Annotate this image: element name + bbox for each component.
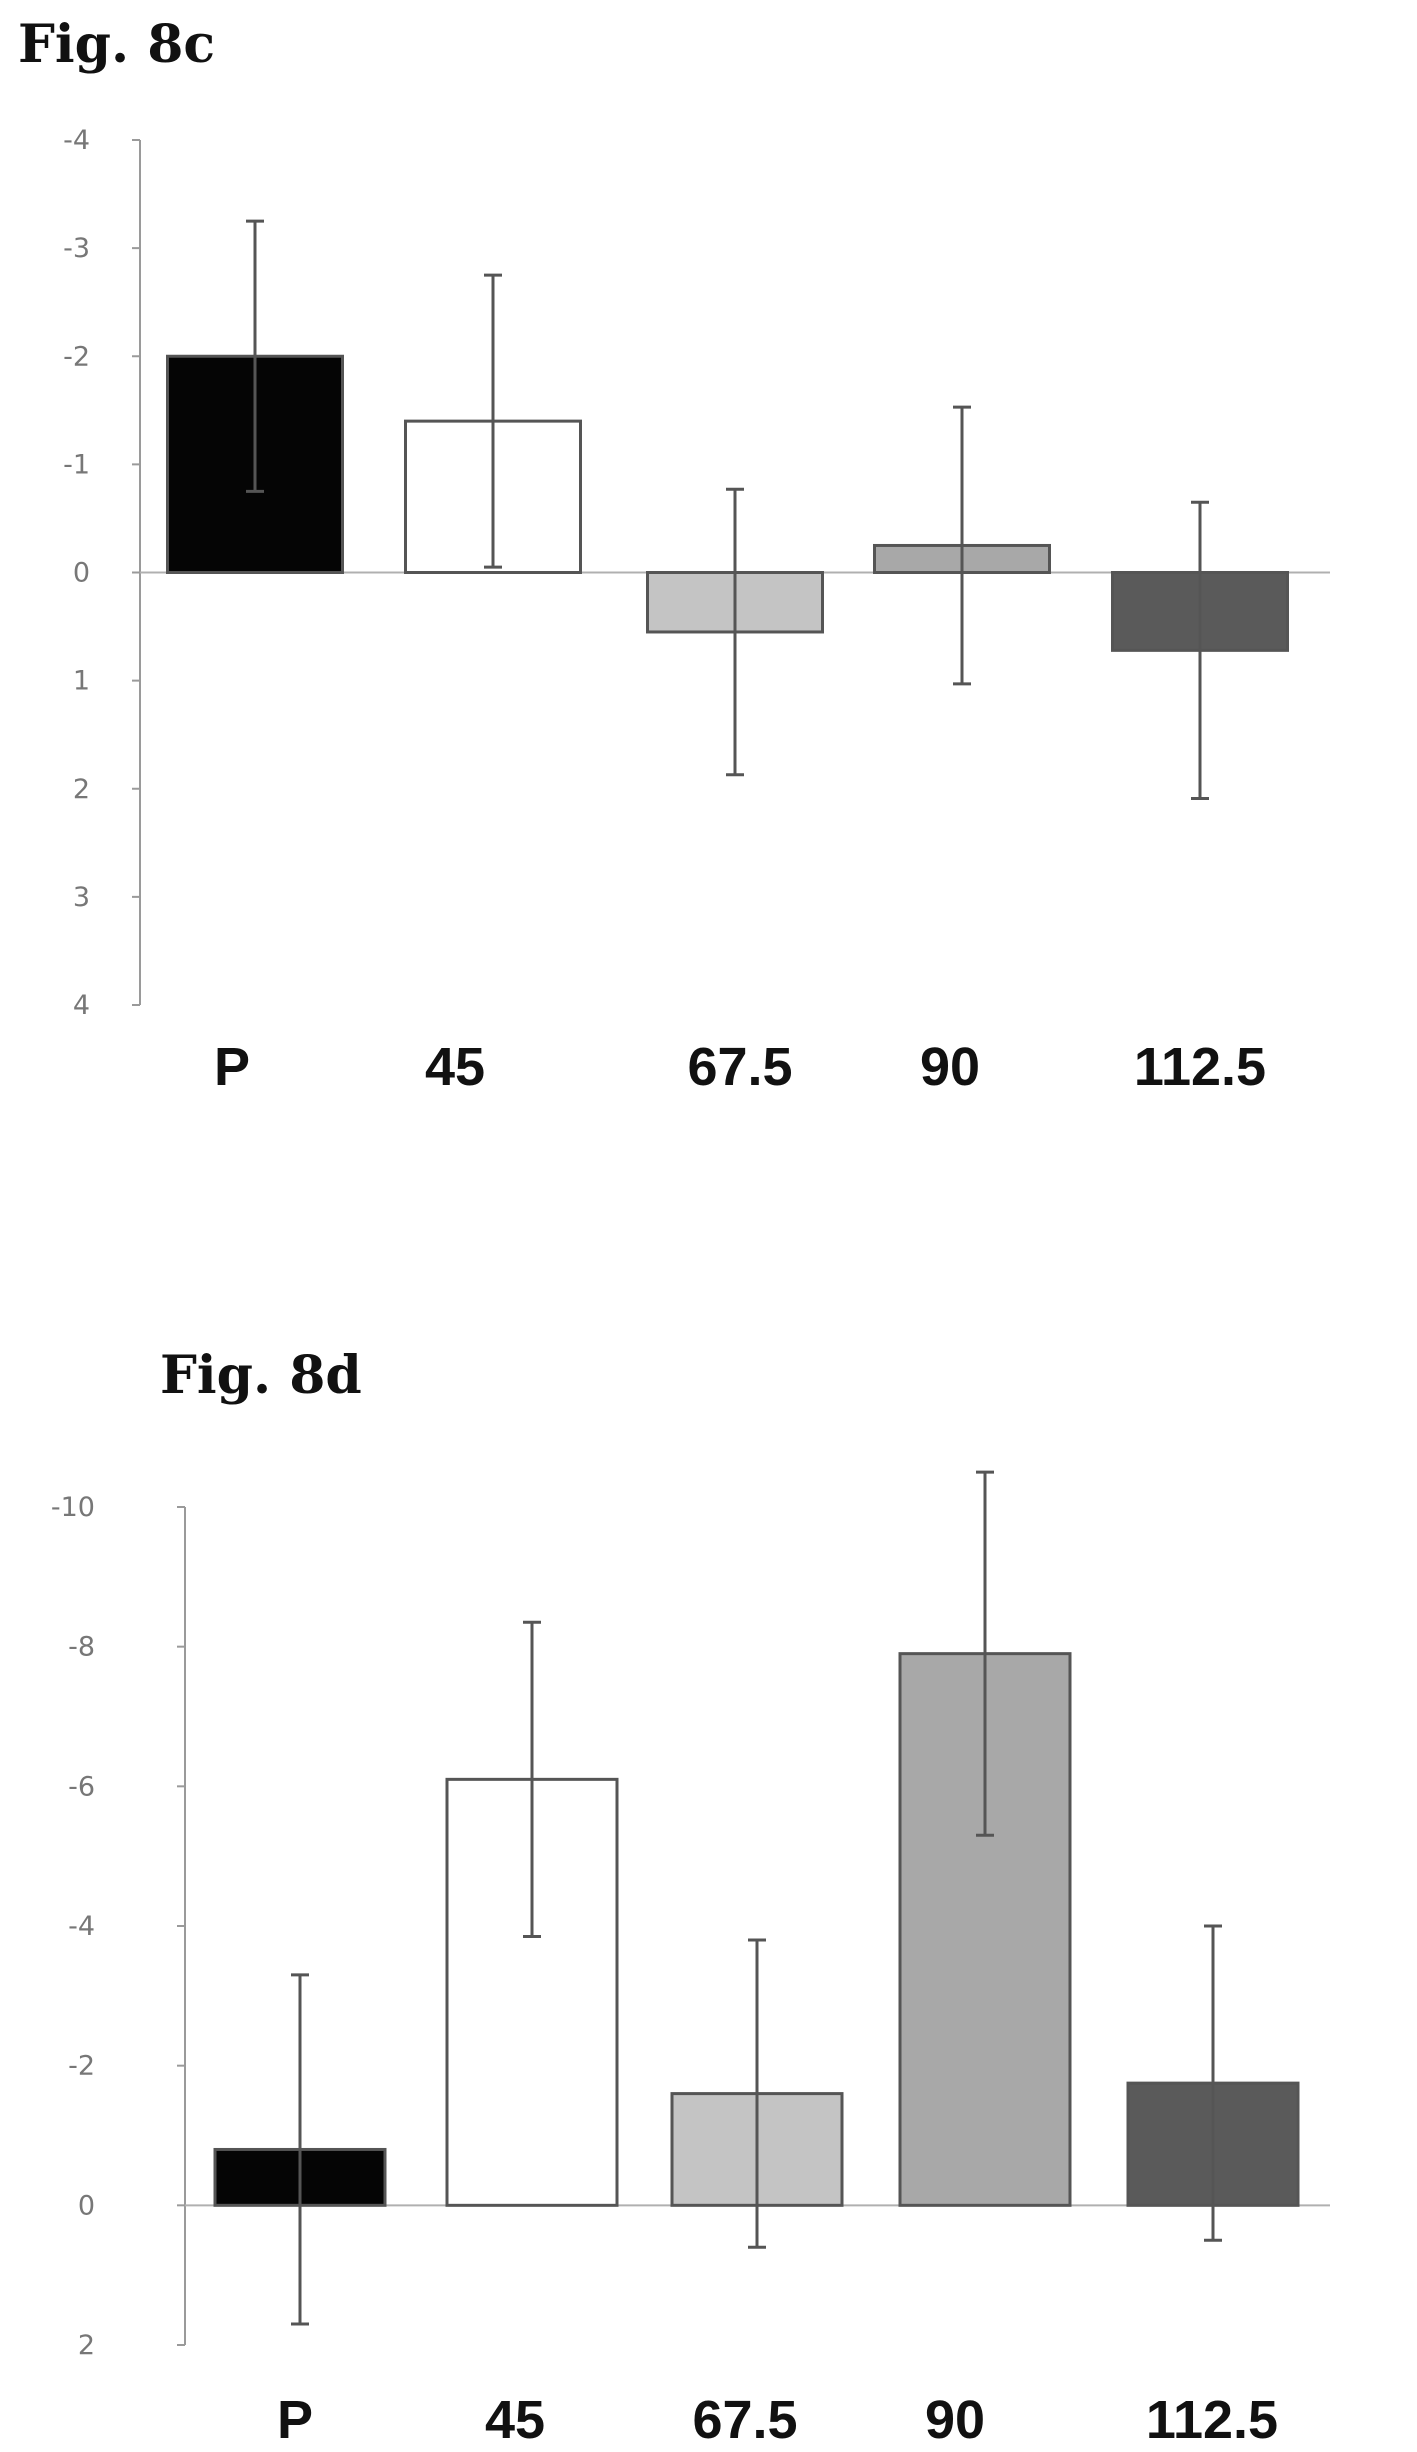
y-tick-label-8c: 1 [73, 666, 90, 697]
category-label-8d-67.5: 67.5 [692, 2390, 797, 2450]
chart-fig-8c: -4 -3 -2 -1 0 1 2 3 4 P 45 67.5 90 112.5 [63, 125, 1330, 1097]
y-tick-label-8d: 0 [78, 2190, 95, 2221]
figure-8c-title: Fig. 8c [18, 14, 216, 75]
y-tick-label-8c: 3 [73, 882, 90, 913]
y-tick-label-8c: -1 [63, 449, 90, 480]
y-tick-label-8d: -10 [51, 1492, 95, 1523]
y-tick-label-8d: -4 [68, 1911, 95, 1942]
y-tick-label-8d: -8 [68, 1632, 95, 1663]
y-tick-label-8c: -3 [63, 233, 90, 264]
chart-fig-8d: -10 -8 -6 -4 -2 0 2 P 45 67.5 90 112.5 [51, 1470, 1330, 2450]
category-label-8c-112.5: 112.5 [1134, 1037, 1266, 1097]
figure-8d-title: Fig. 8d [160, 1345, 362, 1406]
y-tick-label-8c: 4 [73, 990, 90, 1021]
category-label-8d-90: 90 [925, 2390, 985, 2450]
category-label-8d-P: P [277, 2390, 313, 2450]
category-label-8d-112.5: 112.5 [1146, 2390, 1278, 2450]
y-tick-label-8c: 0 [73, 558, 90, 589]
y-tick-label-8c: -4 [63, 125, 90, 156]
category-label-8c-90: 90 [920, 1037, 980, 1097]
y-tick-label-8c: -2 [63, 341, 90, 372]
category-label-8c-67.5: 67.5 [687, 1037, 792, 1097]
category-label-8c-45: 45 [425, 1037, 485, 1097]
y-tick-label-8d: -6 [68, 1771, 95, 1802]
y-tick-label-8d: -2 [68, 2051, 95, 2082]
category-label-8d-45: 45 [485, 2390, 545, 2450]
y-tick-label-8c: 2 [73, 774, 90, 805]
category-label-8c-P: P [214, 1037, 250, 1097]
y-tick-label-8d: 2 [78, 2330, 95, 2361]
